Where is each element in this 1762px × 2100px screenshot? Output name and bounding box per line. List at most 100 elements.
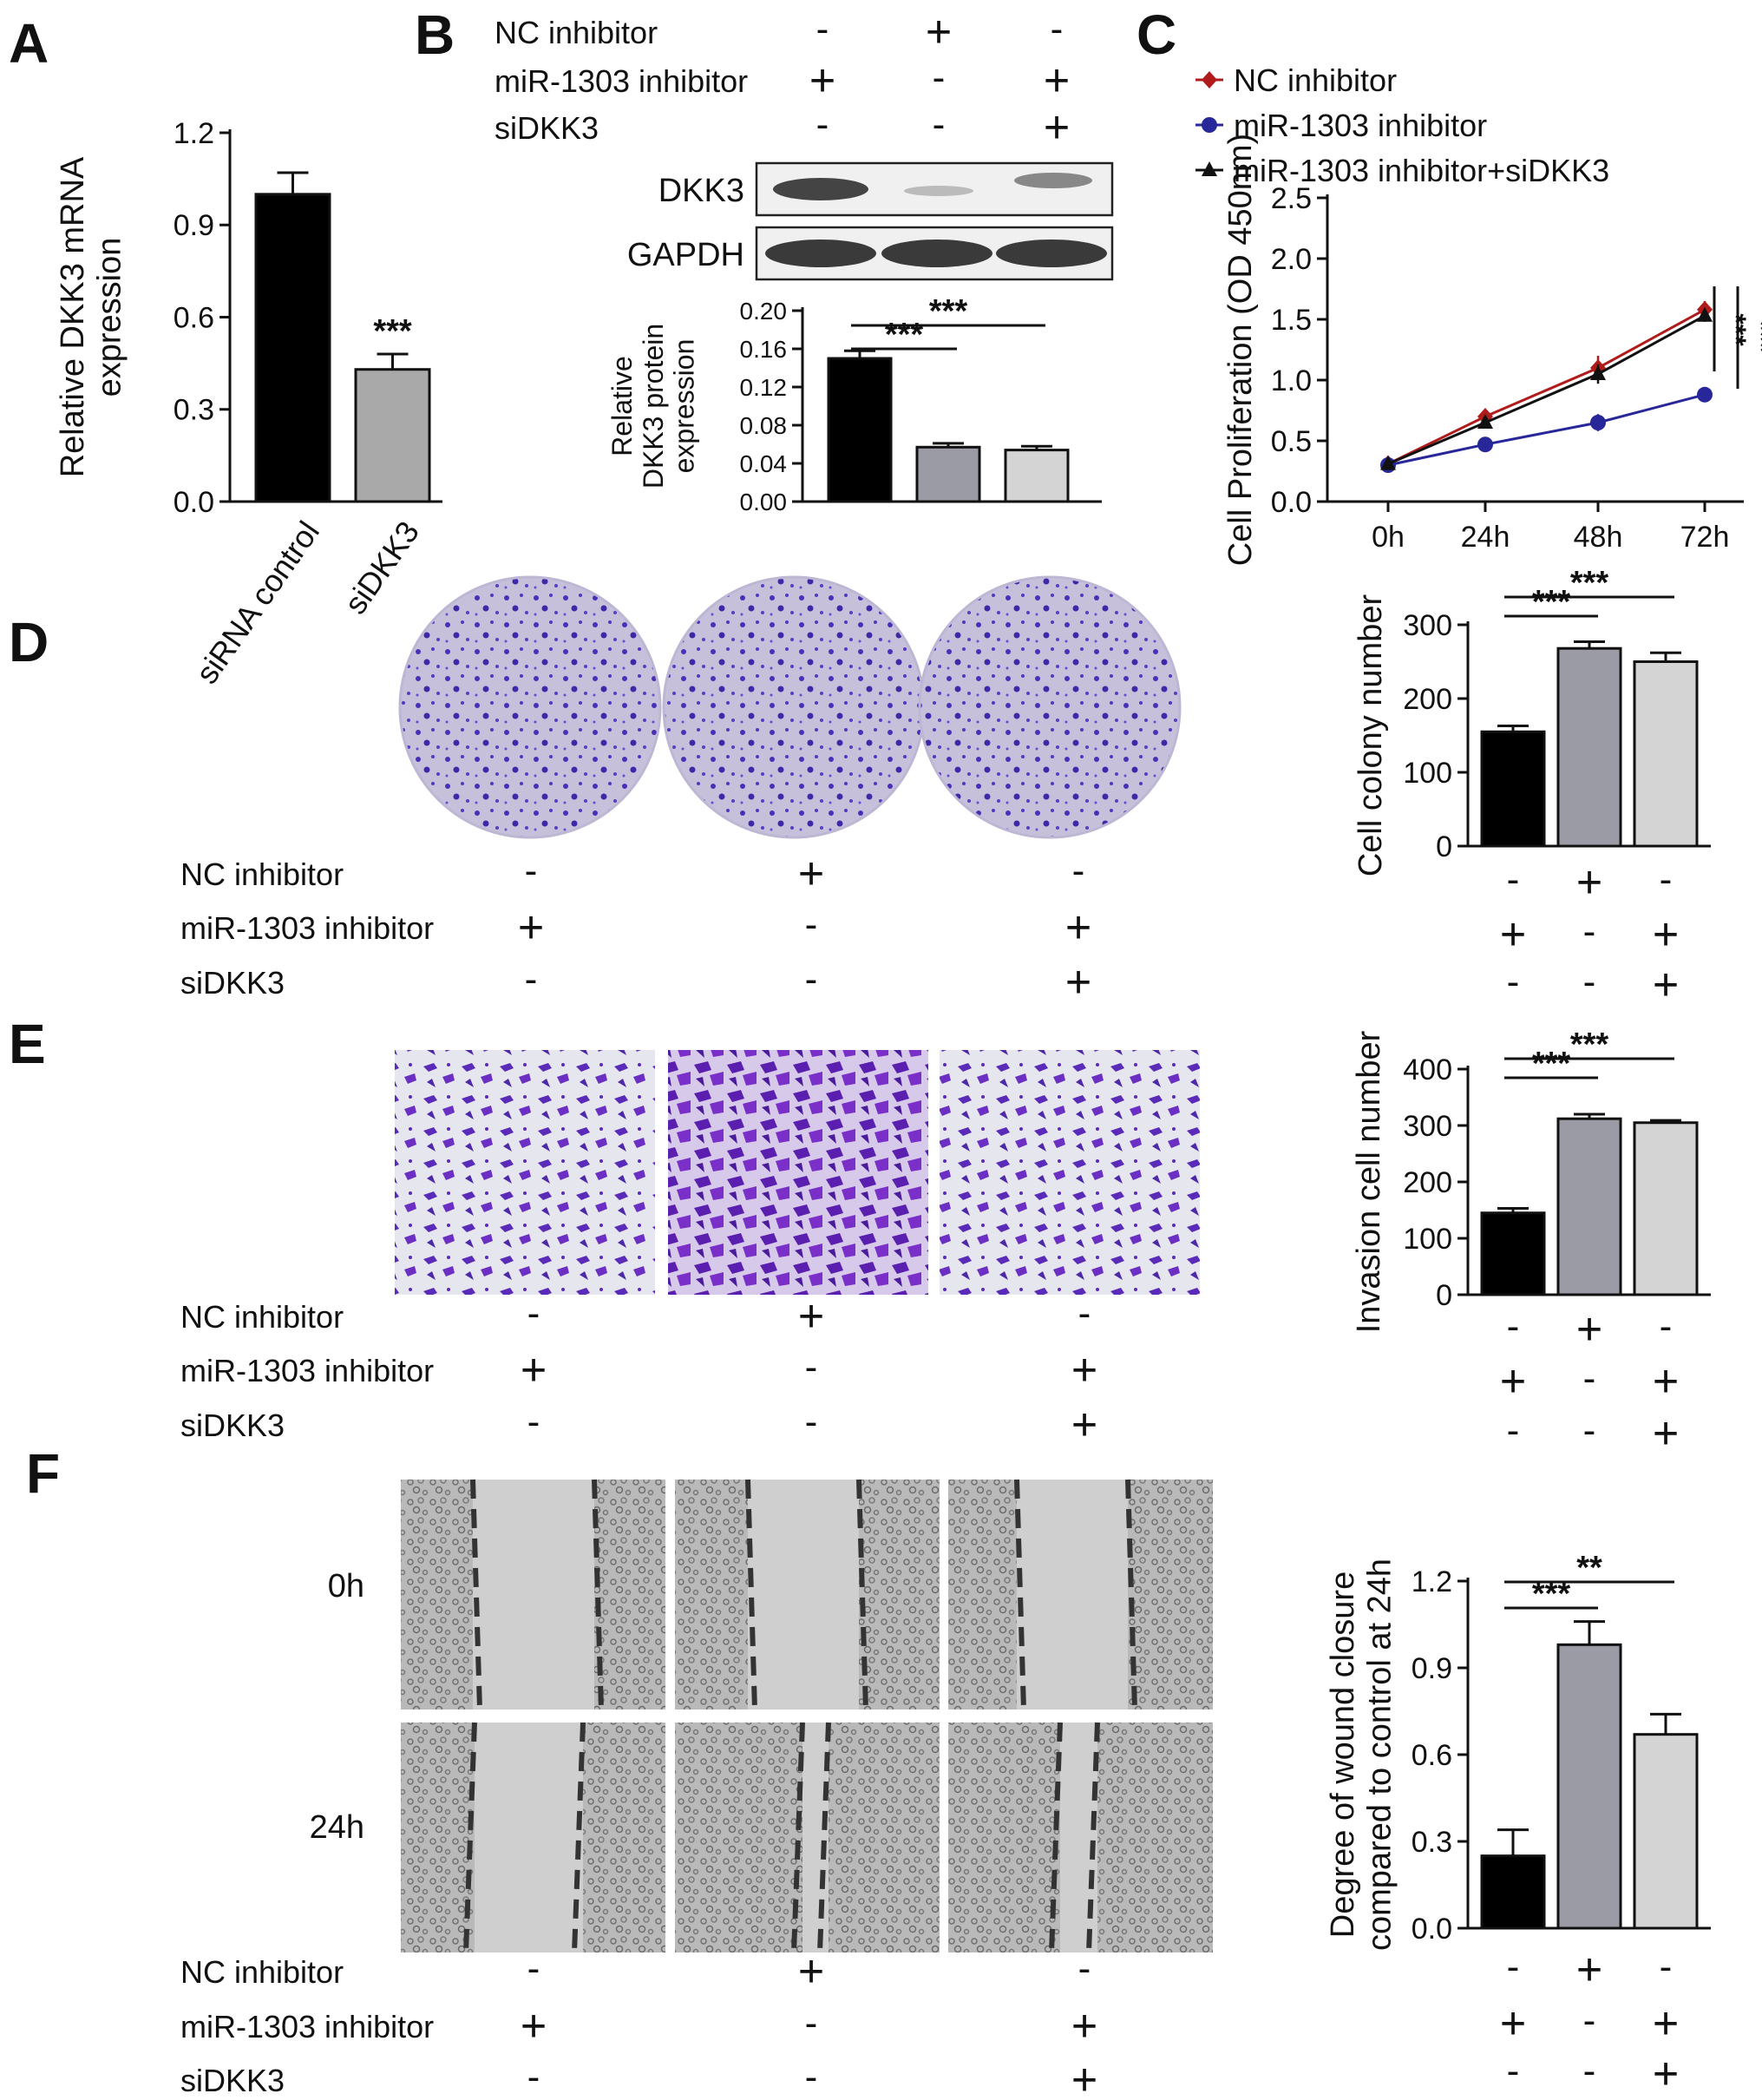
y-axis-label: Relative bbox=[606, 356, 638, 456]
minus-sign: - bbox=[816, 103, 829, 146]
minus-sign: - bbox=[1051, 8, 1064, 50]
condition-table-f-chart: - + -+ - +- - + bbox=[1500, 1945, 1679, 2099]
blot-band bbox=[881, 240, 992, 267]
chart-e: 0 100 200 300 400 *****​* Invasion cell number bbox=[1351, 1027, 1711, 1333]
wound-edge-line bbox=[1125, 1479, 1137, 1710]
blot-band bbox=[773, 178, 868, 200]
minus-sign: - bbox=[1583, 961, 1596, 1003]
significance-label: **​* bbox=[1570, 1027, 1609, 1063]
y-axis-label: expression bbox=[92, 238, 128, 397]
minus-sign: - bbox=[1078, 1947, 1091, 1990]
blot-band bbox=[1014, 173, 1092, 188]
minus-sign: - bbox=[933, 103, 946, 146]
blot-band bbox=[996, 240, 1107, 267]
minus-sign: - bbox=[1583, 1357, 1596, 1400]
y-tick-label: 0.6 bbox=[174, 301, 214, 334]
data-point bbox=[1590, 365, 1606, 380]
y-axis-label: expression bbox=[669, 339, 700, 474]
time-label-0h: 0h bbox=[328, 1568, 364, 1605]
wound-images: 0h 24h bbox=[310, 1479, 1213, 1953]
plus-sign: + bbox=[1500, 1356, 1526, 1407]
plus-sign: + bbox=[1044, 56, 1070, 106]
blot-band bbox=[765, 240, 876, 267]
plus-sign: + bbox=[521, 2001, 547, 2051]
data-point bbox=[1202, 117, 1217, 133]
condition-label: siDKK3 bbox=[180, 2063, 285, 2098]
bar bbox=[1633, 1121, 1699, 1296]
y-axis-label: Relative DKK3 mRNA bbox=[55, 156, 91, 477]
bar bbox=[827, 357, 893, 503]
y-tick-label: 0.12 bbox=[740, 374, 788, 401]
y-tick-label: 0 bbox=[1436, 830, 1452, 863]
y-tick-label: 100 bbox=[1403, 1223, 1452, 1256]
plus-sign: + bbox=[1071, 2055, 1097, 2100]
y-tick-label: 0.9 bbox=[174, 209, 214, 242]
plus-sign: + bbox=[1653, 909, 1679, 960]
minus-sign: - bbox=[805, 2056, 818, 2098]
wound-edge-line bbox=[470, 1479, 482, 1710]
minus-sign: - bbox=[1507, 2050, 1520, 2092]
panel-letter-c: C bbox=[1136, 3, 1176, 66]
chart-d: 0 100 200 300 ****** Cell colony number bbox=[1353, 565, 1711, 876]
y-tick-label: 0.5 bbox=[1271, 425, 1312, 458]
y-tick-label: 100 bbox=[1403, 757, 1452, 790]
y-tick-label: 2.5 bbox=[1271, 182, 1312, 215]
y-tick-label: 0.16 bbox=[740, 336, 788, 363]
condition-label: NC inhibitor bbox=[180, 856, 344, 892]
bar bbox=[1556, 1643, 1622, 1930]
plus-sign: + bbox=[1065, 902, 1091, 953]
data-point bbox=[1477, 436, 1493, 453]
minus-sign: - bbox=[527, 2056, 540, 2098]
panel-letter-a: A bbox=[9, 12, 49, 75]
y-tick-label: 0.04 bbox=[740, 450, 788, 477]
bar bbox=[1480, 1211, 1546, 1296]
invasion-image bbox=[940, 1050, 1200, 1295]
significance-label: *** bbox=[373, 313, 412, 350]
data-point bbox=[1202, 161, 1217, 176]
panel-letter-d: D bbox=[9, 611, 49, 673]
legend-label: miR-1303 inhibitor bbox=[1234, 108, 1487, 143]
significance-label: *** bbox=[1532, 584, 1571, 620]
minus-sign: - bbox=[1583, 2050, 1596, 2092]
chart-a: 0.0 0.3 0.6 0.9 1.2 *** Relative DKK3 mRNA expr… bbox=[55, 117, 442, 519]
y-tick-label: 0.3 bbox=[1412, 1826, 1452, 1859]
plus-sign: + bbox=[1071, 2001, 1097, 2051]
y-tick-label: 0.20 bbox=[740, 298, 788, 325]
bar bbox=[1480, 730, 1546, 848]
chart-a-x-labels: siRNA control siDKK3 bbox=[188, 515, 426, 690]
wound-edge-line bbox=[1086, 1722, 1100, 1953]
condition-label: siDKK3 bbox=[180, 1408, 285, 1443]
y-axis-label: DKK3 protein bbox=[638, 324, 669, 489]
plus-sign: + bbox=[1576, 857, 1602, 908]
wound-edge-line bbox=[856, 1479, 868, 1710]
wound-edge-line bbox=[817, 1722, 831, 1953]
bar bbox=[254, 193, 331, 503]
y-axis-label: Cell Proliferation (OD 450nm) bbox=[1222, 134, 1259, 566]
colony-dish bbox=[398, 575, 662, 839]
minus-sign: - bbox=[525, 958, 538, 1001]
plus-sign: + bbox=[1653, 1408, 1679, 1459]
condition-label: NC inhibitor bbox=[495, 15, 658, 50]
western-blot: DKK3 GAPDH bbox=[627, 161, 1114, 281]
plus-sign: + bbox=[926, 7, 952, 57]
y-tick-label: 1.2 bbox=[1412, 1565, 1452, 1598]
invasion-image bbox=[395, 1050, 655, 1295]
minus-sign: - bbox=[805, 903, 818, 946]
x-tick-label: 48h bbox=[1574, 521, 1623, 554]
minus-sign: - bbox=[816, 8, 829, 50]
plus-sign: + bbox=[798, 1946, 824, 1997]
x-tick-label: siRNA control bbox=[188, 515, 326, 690]
x-tick-label: siDKK3 bbox=[337, 515, 426, 620]
y-tick-label: 200 bbox=[1403, 1166, 1452, 1199]
bar bbox=[354, 368, 431, 503]
condition-label: miR-1303 inhibitor bbox=[495, 63, 748, 99]
wound-gap bbox=[802, 1723, 829, 1952]
y-tick-label: 300 bbox=[1403, 1110, 1452, 1143]
blot-band bbox=[904, 186, 973, 196]
y-tick-label: 2.0 bbox=[1271, 243, 1312, 276]
series-line bbox=[1387, 314, 1706, 465]
plus-sign: + bbox=[1500, 909, 1526, 960]
wound-edge-line bbox=[791, 1722, 805, 1953]
significance-label: *** bbox=[1720, 313, 1752, 346]
